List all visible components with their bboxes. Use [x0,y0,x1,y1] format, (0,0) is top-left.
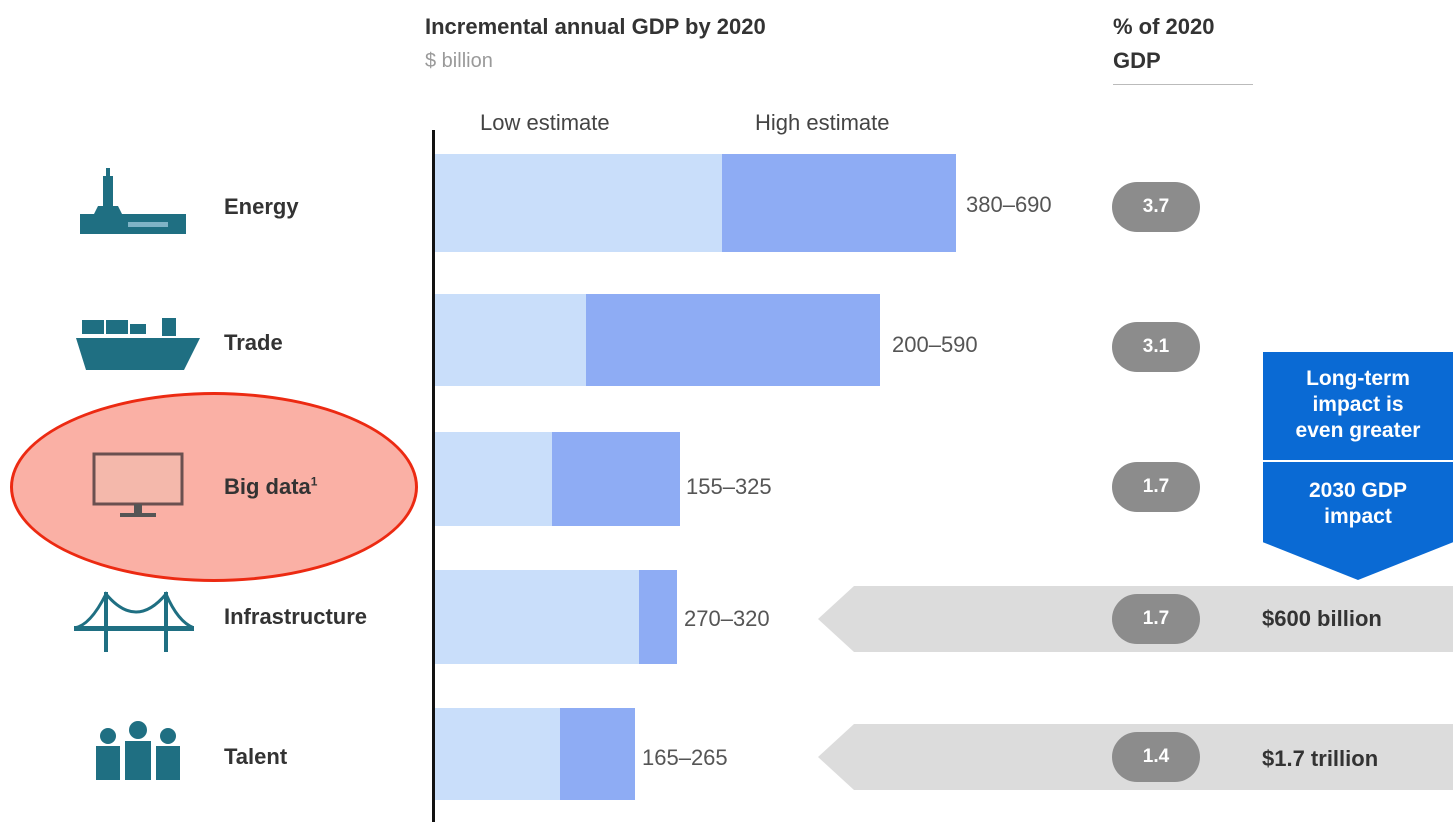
range-label-big-data: 155–325 [686,474,772,499]
callout-line3: even greater [1295,419,1421,442]
range-label-infrastructure: 270–320 [684,606,770,631]
gdp-2030-talent: $1.7 trillion [1262,746,1379,771]
pct-pill-big-data: 1.7 [1112,462,1200,512]
gdp-2030-infrastructure: $600 billion [1262,606,1382,631]
pct-pill-talent: 1.4 [1112,732,1200,782]
row-label-energy: Energy [224,194,299,219]
footnote-marker: 1 [310,474,318,489]
row-label-big-data: Big data1 [224,474,318,499]
bar-low-trade [435,294,586,386]
chart-title: Incremental annual GDP by 2020 [425,14,766,39]
legend-high: High estimate [755,110,890,135]
bar-high-energy [722,154,956,252]
legend-low: Low estimate [480,110,610,135]
cargo-ship-icon [76,318,200,370]
bar-low-talent [435,708,560,800]
monitor-icon [92,452,184,517]
bar-high-talent [560,708,635,800]
bar-high-infrastructure [639,570,677,664]
range-label-talent: 165–265 [642,745,728,770]
bar-low-big-data [435,432,552,526]
row-label-talent: Talent [224,744,288,769]
range-label-trade: 200–590 [892,332,978,357]
bar-high-trade [586,294,880,386]
range-label-energy: 380–690 [966,192,1052,217]
pct-header-line2: GDP [1113,48,1161,73]
callout-sub2: impact [1324,505,1392,528]
gdp-2030-arrowhead: 2030 GDP impact [1263,462,1453,580]
people-icon [96,721,180,780]
highlight-ellipse [10,392,418,582]
pct-pill-trade: 3.1 [1112,322,1200,372]
y-axis-line [432,130,435,822]
callout-sub1: 2030 GDP [1308,479,1408,502]
pct-header-line1: % of 2020 [1113,14,1215,39]
bar-high-big-data [552,432,680,526]
oil-rig-icon [80,168,186,234]
bar-low-energy [435,154,722,252]
bar-low-infrastructure [435,570,639,664]
pct-pill-infrastructure: 1.7 [1112,594,1200,644]
long-term-callout: Long-term impact is even greater [1263,352,1453,460]
callout-line2: impact is [1312,393,1404,416]
pct-pill-energy: 3.7 [1112,182,1200,232]
row-label-trade: Trade [224,330,283,355]
pct-header-rule [1113,84,1253,85]
bridge-icon [74,591,194,652]
row-label-infrastructure: Infrastructure [224,604,368,629]
unit-label: $ billion [425,50,493,72]
callout-line1: Long-term [1306,367,1410,390]
